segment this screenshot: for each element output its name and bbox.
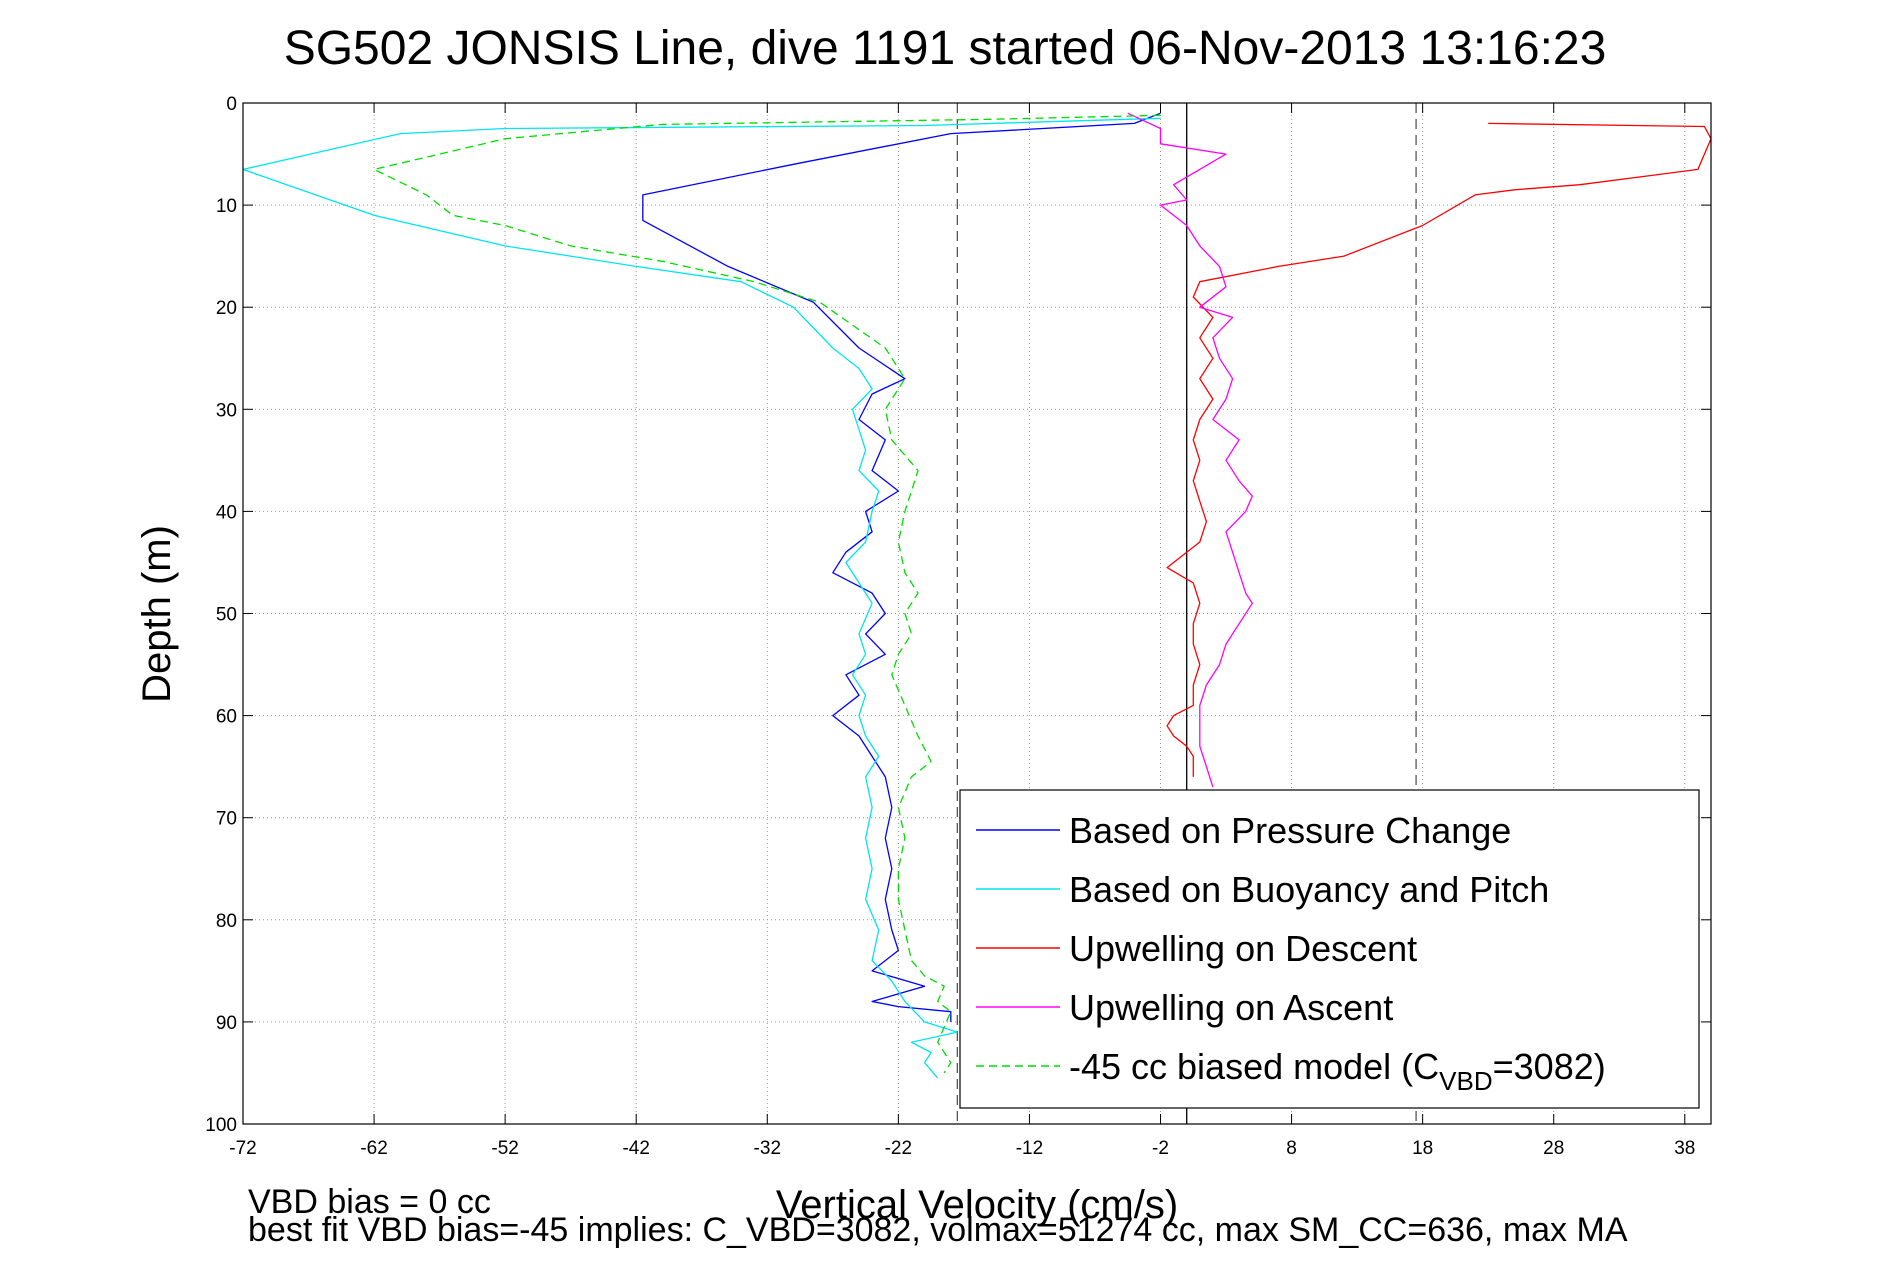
x-tick-label: 18 xyxy=(1412,1138,1433,1159)
series-line xyxy=(1166,122,1711,777)
x-tick-label: -12 xyxy=(1016,1138,1043,1159)
y-tick-label: 20 xyxy=(216,298,237,319)
x-axis-label: Vertical Velocity (cm/s) xyxy=(776,1183,1178,1227)
y-tick-label: 30 xyxy=(216,400,237,421)
series-line xyxy=(642,112,1161,1022)
footer-line-1: VBD bias = 0 cc xyxy=(248,1183,491,1221)
legend-label: Based on Buoyancy and Pitch xyxy=(1069,869,1549,910)
x-tick-label: 28 xyxy=(1543,1138,1564,1159)
series-line xyxy=(243,117,1161,1079)
x-tick-label: -62 xyxy=(360,1138,387,1159)
x-tick-label: -42 xyxy=(622,1138,649,1159)
series-line xyxy=(373,114,1161,1074)
legend-label: -45 cc biased model (CVBD=3082) xyxy=(1069,1046,1606,1096)
axis-ticks: -72 -62 -52 -42 -32 -22 -12 -2 8 18 28 38 0 10 20 30 40 5… xyxy=(205,94,1711,1159)
gridlines xyxy=(243,103,1711,1124)
y-tick-label: 100 xyxy=(205,1115,237,1136)
x-tick-label: -32 xyxy=(754,1138,781,1159)
legend-label: Based on Pressure Change xyxy=(1069,810,1511,851)
y-tick-label: 10 xyxy=(216,196,237,217)
y-tick-label: 70 xyxy=(216,809,237,830)
y-tick-label: 40 xyxy=(216,502,237,523)
legend-label: Upwelling on Descent xyxy=(1069,928,1417,969)
x-tick-label: 38 xyxy=(1674,1138,1695,1159)
y-tick-label: 80 xyxy=(216,911,237,932)
x-tick-label: -52 xyxy=(491,1138,518,1159)
legend-label: Upwelling on Ascent xyxy=(1069,987,1393,1028)
data-series xyxy=(243,112,1711,1079)
y-tick-label: 60 xyxy=(216,707,237,728)
series-line xyxy=(1127,112,1253,788)
y-tick-label: 50 xyxy=(216,605,237,626)
y-axis-label: Depth (m) xyxy=(135,525,179,703)
chart-title: SG502 JONSIS Line, dive 1191 started 06-… xyxy=(284,22,1607,75)
legend-box xyxy=(959,789,1700,1109)
legend: Based on Pressure Change Based on Buoyanc… xyxy=(959,789,1700,1109)
x-tick-label: 8 xyxy=(1286,1138,1297,1159)
footer-line-2: best fit VBD bias=-45 implies: C_VBD=308… xyxy=(248,1211,1628,1249)
y-tick-label: 90 xyxy=(216,1013,237,1034)
y-tick-label: 0 xyxy=(226,94,237,115)
x-tick-label: -22 xyxy=(885,1138,912,1159)
x-tick-label: -72 xyxy=(229,1138,256,1159)
x-tick-label: -2 xyxy=(1152,1138,1169,1159)
